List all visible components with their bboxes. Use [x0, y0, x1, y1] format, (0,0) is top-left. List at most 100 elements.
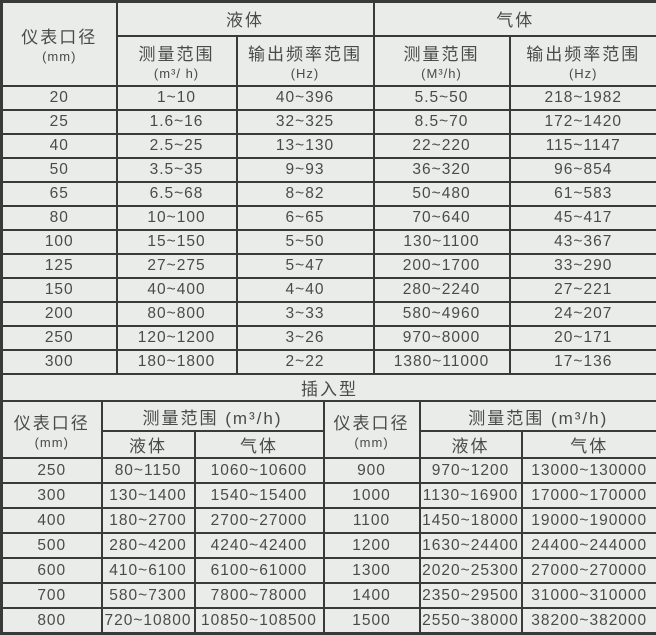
- table-cell: 6.5~68: [115, 180, 238, 207]
- table-cell: 32~325: [235, 108, 375, 135]
- table-cell: 38200~382000: [520, 607, 656, 635]
- table-cell: 13~130: [235, 132, 375, 159]
- gas-frequency-header: 输出频率范围 (Hz): [508, 34, 656, 87]
- table-row: 40 2.5~25 13~130 22~220 115~1147: [0, 132, 656, 159]
- table-cell: 96~854: [508, 156, 656, 183]
- bottom-header: 仪表口径 (mm) 测量范围 (m³/h) 仪表口径 (mm) 测量范围 (m³…: [0, 400, 656, 460]
- top-table-body: 20 1~10 40~396 5.5~50 218~1982 25 1.6~16 32~325…: [0, 84, 656, 376]
- table-cell: 36~320: [372, 156, 511, 183]
- table-cell: 2020~25300: [418, 557, 523, 585]
- gas-measure-header: 测量范围 (M³/h): [372, 34, 511, 87]
- table-row: 400 180~2700 2700~27000 1100 1450~18000 19000…: [0, 507, 656, 535]
- table-cell: 600: [0, 557, 103, 585]
- table-cell: 25: [0, 108, 118, 135]
- table-cell: 43~367: [508, 228, 656, 255]
- liquid-frequency-header: 输出频率范围 (Hz): [235, 34, 375, 87]
- table-cell: 40~400: [115, 276, 238, 303]
- table-cell: 280~2240: [372, 276, 511, 303]
- table-cell: 19000~190000: [520, 507, 656, 535]
- table-cell: 50~480: [372, 180, 511, 207]
- table-cell: 15~150: [115, 228, 238, 255]
- table-cell: 900: [322, 457, 421, 485]
- table-cell: 700: [0, 582, 103, 610]
- table-cell: 27000~270000: [520, 557, 656, 585]
- table-cell: 3~33: [235, 300, 375, 327]
- table-row: 200 80~800 3~33 580~4960 24~207: [0, 300, 656, 327]
- table-cell: 1.6~16: [115, 108, 238, 135]
- bottom-left-gas-header: 气体: [193, 430, 325, 460]
- table-cell: 5~50: [235, 228, 375, 255]
- table-cell: 65: [0, 180, 118, 207]
- liquid-group-header: 液体: [115, 0, 375, 37]
- bottom-right-diameter-header: 仪表口径 (mm): [322, 400, 421, 460]
- table-cell: 1380~11000: [372, 348, 511, 376]
- table-cell: 2~22: [235, 348, 375, 376]
- table-cell: 1130~16900: [418, 482, 523, 510]
- bottom-table-body: 250 80~1150 1060~10600 900 970~1200 13000~130…: [0, 457, 656, 635]
- table-cell: 20~171: [508, 324, 656, 351]
- table-row: 300 180~1800 2~22 1380~11000 17~136: [0, 348, 656, 376]
- table-cell: 115~1147: [508, 132, 656, 159]
- table-cell: 180~2700: [100, 507, 196, 535]
- table-cell: 9~93: [235, 156, 375, 183]
- table-cell: 200~1700: [372, 252, 511, 279]
- bottom-left-liquid-header: 液体: [100, 430, 196, 460]
- table-cell: 250: [0, 457, 103, 485]
- table-cell: 300: [0, 348, 118, 376]
- table-cell: 280~4200: [100, 532, 196, 560]
- bottom-right-gas-header: 气体: [520, 430, 656, 460]
- table-cell: 6100~61000: [193, 557, 325, 585]
- table-cell: 40~396: [235, 84, 375, 111]
- table-cell: 1~10: [115, 84, 238, 111]
- table-row: 100 15~150 5~50 130~1100 43~367: [0, 228, 656, 255]
- table-row: 150 40~400 4~40 280~2240 27~221: [0, 276, 656, 303]
- table-row: 125 27~275 5~47 200~1700 33~290: [0, 252, 656, 279]
- table-cell: 13000~130000: [520, 457, 656, 485]
- table-cell: 580~7300: [100, 582, 196, 610]
- top-diameter-header: 仪表口径 (mm): [0, 0, 118, 87]
- table-cell: 800: [0, 607, 103, 635]
- table-cell: 3~26: [235, 324, 375, 351]
- table-cell: 125: [0, 252, 118, 279]
- table-cell: 6~65: [235, 204, 375, 231]
- table-cell: 1400: [322, 582, 421, 610]
- bottom-left-diameter-header: 仪表口径 (mm): [0, 400, 103, 460]
- top-diameter-unit: (mm): [42, 49, 77, 65]
- table-cell: 17~136: [508, 348, 656, 376]
- table-row: 50 3.5~35 9~93 36~320 96~854: [0, 156, 656, 183]
- table-cell: 180~1800: [115, 348, 238, 376]
- table-row: 300 130~1400 1540~15400 1000 1130~16900 17000…: [0, 482, 656, 510]
- table-cell: 80~1150: [100, 457, 196, 485]
- table-cell: 20: [0, 84, 118, 111]
- table-cell: 45~417: [508, 204, 656, 231]
- table-cell: 1630~24400: [418, 532, 523, 560]
- top-header: 仪表口径 (mm) 液体 气体 测量范围 (m³/ h) 输出频率范围 (Hz)…: [0, 0, 656, 87]
- table-cell: 1540~15400: [193, 482, 325, 510]
- table-cell: 27~221: [508, 276, 656, 303]
- table-cell: 4~40: [235, 276, 375, 303]
- table-cell: 300: [0, 482, 103, 510]
- table-cell: 27~275: [115, 252, 238, 279]
- table-cell: 172~1420: [508, 108, 656, 135]
- table-cell: 1100: [322, 507, 421, 535]
- table-row: 250 120~1200 3~26 970~8000 20~171: [0, 324, 656, 351]
- table-cell: 5~47: [235, 252, 375, 279]
- table-cell: 500: [0, 532, 103, 560]
- table-row: 600 410~6100 6100~61000 1300 2020~25300 27000…: [0, 557, 656, 585]
- table-cell: 7800~78000: [193, 582, 325, 610]
- table-cell: 130~1400: [100, 482, 196, 510]
- top-diameter-label: 仪表口径: [21, 28, 98, 48]
- gas-group-header: 气体: [372, 0, 656, 37]
- table-cell: 100: [0, 228, 118, 255]
- table-row: 20 1~10 40~396 5.5~50 218~1982: [0, 84, 656, 111]
- table-cell: 1500: [322, 607, 421, 635]
- table-cell: 17000~170000: [520, 482, 656, 510]
- table-cell: 8~82: [235, 180, 375, 207]
- table-cell: 10850~108500: [193, 607, 325, 635]
- table-cell: 80~800: [115, 300, 238, 327]
- table-row: 250 80~1150 1060~10600 900 970~1200 13000~130…: [0, 457, 656, 485]
- table-cell: 10~100: [115, 204, 238, 231]
- table-cell: 970~1200: [418, 457, 523, 485]
- table-cell: 50: [0, 156, 118, 183]
- liquid-measure-header: 测量范围 (m³/ h): [115, 34, 238, 87]
